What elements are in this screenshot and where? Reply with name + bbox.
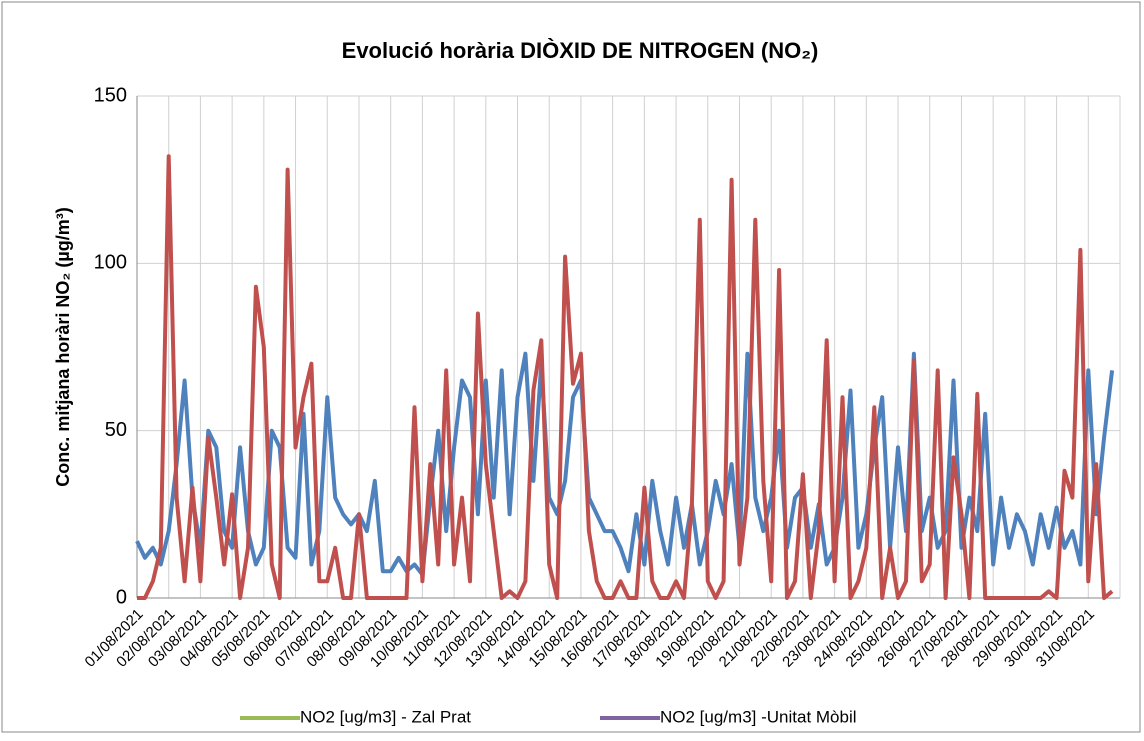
legend-label: NO2 [ug/m3] - Zal Prat (300, 707, 471, 726)
series-line (135, 351, 1115, 577)
legend-label: NO2 [ug/m3] -Unitat Mòbil (660, 707, 857, 726)
y-axis-label: Conc. mitjana horàri NO₂ (µg/m³) (53, 207, 73, 486)
series-line (137, 154, 1114, 600)
y-tick-label: 150 (94, 84, 127, 106)
chart-title: Evolució horària DIÒXID DE NITROGEN (NO₂… (342, 38, 819, 63)
y-tick-label: 0 (116, 586, 127, 608)
y-tick-label: 50 (105, 419, 127, 441)
y-tick-label: 100 (94, 252, 127, 274)
